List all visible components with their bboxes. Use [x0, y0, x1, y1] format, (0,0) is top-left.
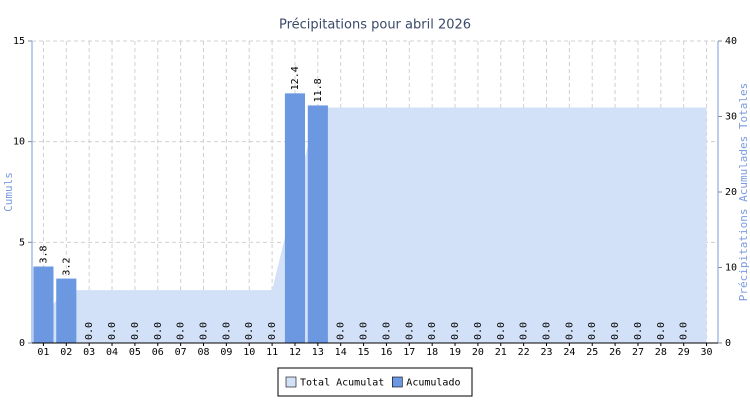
value-label: 0.0 — [244, 322, 255, 340]
value-label: 0.0 — [199, 322, 210, 340]
x-tick-label: 18 — [426, 347, 438, 358]
y2-tick-label: 30 — [725, 112, 737, 123]
x-tick-label: 13 — [312, 347, 324, 358]
legend-swatch — [391, 376, 403, 388]
x-tick-label: 30 — [701, 347, 713, 358]
y-tick-label: 15 — [13, 36, 25, 47]
x-tick-label: 29 — [678, 347, 690, 358]
y2-tick-label: 20 — [725, 187, 737, 198]
x-tick-label: 01 — [37, 347, 49, 358]
y-tick-label: 0 — [19, 338, 25, 349]
x-tick-label: 15 — [358, 347, 370, 358]
value-label: 0.0 — [404, 322, 415, 340]
x-tick-label: 04 — [106, 347, 118, 358]
x-tick-label: 21 — [495, 347, 507, 358]
bar — [307, 105, 328, 343]
value-label: 0.0 — [359, 322, 370, 340]
bar — [56, 278, 77, 343]
value-label: 0.0 — [610, 322, 621, 340]
x-tick-label: 06 — [152, 347, 164, 358]
chart-title: Précipitations pour abril 2026 — [279, 18, 471, 33]
value-label: 0.0 — [153, 322, 164, 340]
value-label: 0.0 — [130, 322, 141, 340]
x-tick-label: 23 — [540, 347, 552, 358]
value-label: 0.0 — [519, 322, 530, 340]
legend-label: Total Acumulat — [300, 378, 384, 389]
x-tick-label: 26 — [609, 347, 621, 358]
y2-tick-label: 40 — [725, 36, 737, 47]
value-label: 0.0 — [84, 322, 95, 340]
y-tick-label: 5 — [19, 237, 25, 248]
x-tick-label: 25 — [586, 347, 598, 358]
x-tick-label: 28 — [655, 347, 667, 358]
value-label: 0.0 — [176, 322, 187, 340]
x-tick-label: 03 — [83, 347, 95, 358]
value-label: 0.0 — [496, 322, 507, 340]
value-label: 0.0 — [473, 322, 484, 340]
y-axis-label: Cumuls — [2, 172, 15, 212]
x-tick-label: 09 — [220, 347, 232, 358]
value-label: 0.0 — [450, 322, 461, 340]
value-label: 3.8 — [38, 245, 49, 263]
value-label: 0.0 — [107, 322, 118, 340]
x-tick-label: 16 — [380, 347, 392, 358]
y-tick-label: 10 — [13, 137, 25, 148]
y2-tick-label: 10 — [725, 263, 737, 274]
x-tick-label: 22 — [518, 347, 530, 358]
value-label: 0.0 — [427, 322, 438, 340]
bar — [284, 93, 306, 343]
value-label: 0.0 — [587, 322, 598, 340]
value-label: 12.4 — [290, 66, 301, 90]
value-label: 11.8 — [313, 78, 324, 102]
value-label: 0.0 — [267, 322, 278, 340]
x-tick-label: 12 — [289, 347, 301, 358]
x-tick-label: 14 — [335, 347, 347, 358]
x-tick-label: 27 — [632, 347, 644, 358]
legend-box — [277, 367, 473, 397]
x-tick-label: 17 — [403, 347, 415, 358]
x-tick-label: 05 — [129, 347, 141, 358]
x-tick-label: 11 — [266, 347, 278, 358]
value-label: 0.0 — [542, 322, 553, 340]
bar — [33, 266, 54, 343]
x-tick-label: 08 — [197, 347, 209, 358]
y2-axis-label: Précipitations Acumulades Totales — [737, 83, 750, 302]
x-tick-label: 20 — [472, 347, 484, 358]
y2-tick-label: 0 — [725, 338, 731, 349]
x-tick-label: 07 — [175, 347, 187, 358]
value-label: 0.0 — [679, 322, 690, 340]
value-label: 0.0 — [221, 322, 232, 340]
area — [43, 107, 707, 343]
x-tick-label: 02 — [60, 347, 72, 358]
value-label: 0.0 — [381, 322, 392, 340]
legend-label: Acumulado — [406, 378, 460, 389]
x-tick-label: 10 — [243, 347, 255, 358]
value-label: 0.0 — [656, 322, 667, 340]
x-tick-label: 24 — [563, 347, 575, 358]
value-label: 0.0 — [336, 322, 347, 340]
value-label: 0.0 — [564, 322, 575, 340]
value-label: 0.0 — [633, 322, 644, 340]
value-label: 3.2 — [61, 258, 72, 276]
legend-swatch — [285, 376, 297, 388]
x-tick-label: 19 — [449, 347, 461, 358]
